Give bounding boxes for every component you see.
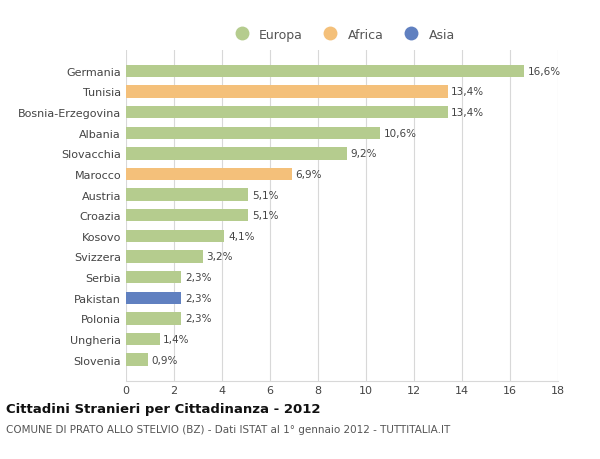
Text: 5,1%: 5,1%	[252, 211, 278, 221]
Bar	[126, 251, 203, 263]
Bar	[126, 333, 160, 345]
Text: Cittadini Stranieri per Cittadinanza - 2012: Cittadini Stranieri per Cittadinanza - 2…	[6, 403, 320, 415]
Text: 3,2%: 3,2%	[206, 252, 233, 262]
Bar	[126, 292, 181, 304]
Bar	[126, 86, 448, 98]
Bar	[126, 230, 224, 242]
Text: 2,3%: 2,3%	[185, 313, 211, 324]
Text: 10,6%: 10,6%	[384, 129, 417, 139]
Bar	[126, 168, 292, 181]
Bar	[126, 106, 448, 119]
Text: 13,4%: 13,4%	[451, 108, 484, 118]
Bar	[126, 148, 347, 160]
Bar	[126, 353, 148, 366]
Text: 16,6%: 16,6%	[528, 67, 561, 77]
Bar	[126, 127, 380, 140]
Bar	[126, 313, 181, 325]
Text: 2,3%: 2,3%	[185, 293, 211, 303]
Text: 9,2%: 9,2%	[350, 149, 377, 159]
Text: 0,9%: 0,9%	[151, 355, 178, 365]
Text: 4,1%: 4,1%	[228, 231, 254, 241]
Text: 5,1%: 5,1%	[252, 190, 278, 200]
Bar	[126, 66, 524, 78]
Text: 1,4%: 1,4%	[163, 334, 190, 344]
Text: COMUNE DI PRATO ALLO STELVIO (BZ) - Dati ISTAT al 1° gennaio 2012 - TUTTITALIA.I: COMUNE DI PRATO ALLO STELVIO (BZ) - Dati…	[6, 424, 450, 434]
Text: 13,4%: 13,4%	[451, 87, 484, 97]
Text: 2,3%: 2,3%	[185, 273, 211, 282]
Bar	[126, 271, 181, 284]
Legend: Europa, Africa, Asia: Europa, Africa, Asia	[224, 24, 460, 47]
Text: 6,9%: 6,9%	[295, 169, 322, 179]
Bar	[126, 189, 248, 202]
Bar	[126, 210, 248, 222]
